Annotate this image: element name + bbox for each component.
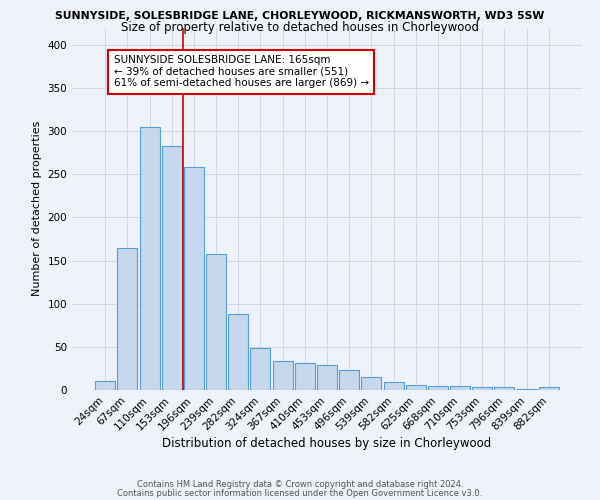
Bar (272, 360, 293, 390)
Bar (406, 385, 426, 390)
Bar (162, 146, 182, 390)
Bar (118, 248, 137, 390)
Bar (140, 127, 160, 390)
Y-axis label: Number of detached properties: Number of detached properties (32, 121, 42, 296)
Text: Size of property relative to detached houses in Chorleywood: Size of property relative to detached ho… (121, 22, 479, 35)
Bar (383, 382, 404, 390)
Bar (184, 168, 204, 390)
X-axis label: Distribution of detached houses by size in Chorleywood: Distribution of detached houses by size … (163, 438, 491, 450)
Bar (295, 363, 315, 390)
Bar (494, 388, 514, 390)
Bar (472, 386, 492, 390)
Bar (517, 389, 536, 390)
Bar (339, 370, 359, 390)
Bar (95, 382, 115, 390)
Bar (250, 348, 271, 390)
Text: Contains public sector information licensed under the Open Government Licence v3: Contains public sector information licen… (118, 488, 482, 498)
Bar (228, 314, 248, 390)
Bar (317, 365, 337, 390)
Text: Contains HM Land Registry data © Crown copyright and database right 2024.: Contains HM Land Registry data © Crown c… (137, 480, 463, 489)
Bar (450, 386, 470, 390)
Text: SUNNYSIDE, SOLESBRIDGE LANE, CHORLEYWOOD, RICKMANSWORTH, WD3 5SW: SUNNYSIDE, SOLESBRIDGE LANE, CHORLEYWOOD… (55, 11, 545, 21)
Text: SUNNYSIDE SOLESBRIDGE LANE: 165sqm
← 39% of detached houses are smaller (551)
61: SUNNYSIDE SOLESBRIDGE LANE: 165sqm ← 39%… (113, 55, 369, 88)
Bar (428, 386, 448, 390)
Bar (361, 377, 382, 390)
Bar (206, 254, 226, 390)
Bar (539, 386, 559, 390)
